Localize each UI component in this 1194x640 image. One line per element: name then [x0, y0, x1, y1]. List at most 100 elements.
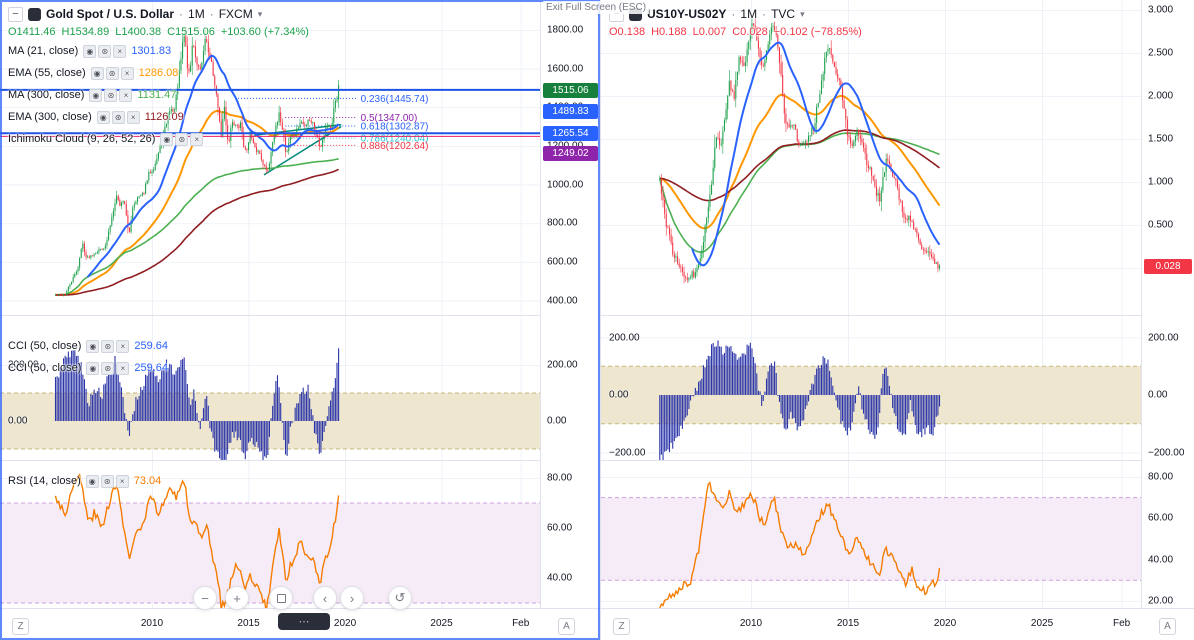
- price-axis[interactable]: 1800.001600.001400.001200.001000.00800.0…: [540, 0, 600, 608]
- zoom-in-button[interactable]: +: [225, 586, 249, 610]
- pane-divider: [0, 315, 600, 316]
- legend-cci: CCI (50, close) ◉ ⊛ × 259.64 CCI (50, close) ◉…: [8, 335, 168, 379]
- indicator-row[interactable]: CCI (50, close) ◉ ⊛ × 259.64: [8, 335, 168, 357]
- time-axis-label: 2015: [836, 618, 860, 629]
- eye-icon[interactable]: ◉: [90, 66, 104, 80]
- indicator-row[interactable]: Ichimoku Cloud (9, 26, 52, 26) ◉ ⊛ ×: [8, 128, 309, 150]
- indicator-buttons: ◉ ⊛ ×: [160, 132, 204, 146]
- reset-scale-button[interactable]: [269, 586, 293, 610]
- candles: [659, 17, 941, 284]
- close-icon[interactable]: ×: [119, 88, 133, 102]
- close-icon[interactable]: ×: [115, 474, 129, 488]
- indicator-label: EMA (55, close): [8, 67, 86, 79]
- cci-histogram: [54, 348, 340, 460]
- scroll-left-button[interactable]: ‹: [313, 586, 337, 610]
- ohlc-row: O1411.46 H1534.89 L1400.38 C1515.06 +103.60 …: [8, 24, 309, 40]
- price-axis-label: 40.00: [1148, 554, 1174, 566]
- time-axis-label: 2025: [1030, 618, 1054, 629]
- reload-button[interactable]: ↺: [388, 586, 412, 610]
- ohlc-o: O0.138: [609, 26, 646, 38]
- eye-icon[interactable]: ◉: [86, 339, 100, 353]
- indicator-row[interactable]: EMA (300, close) ◉ ⊛ × 1126.09: [8, 106, 309, 128]
- eye-icon[interactable]: ◉: [85, 474, 99, 488]
- cci-pane[interactable]: [0, 315, 540, 460]
- settings-icon[interactable]: ⊛: [111, 110, 125, 124]
- main-pane[interactable]: [601, 0, 1141, 315]
- indicator-value: 1301.83: [131, 45, 172, 57]
- cci-left-label: 0.00: [609, 389, 629, 401]
- indicator-row[interactable]: MA (21, close) ◉ ⊛ × 1301.83: [8, 40, 309, 62]
- ohlc-h: H0.188: [651, 26, 687, 38]
- collapse-button[interactable]: −: [8, 6, 23, 22]
- pane-divider: [601, 315, 1194, 316]
- close-icon[interactable]: ×: [126, 110, 140, 124]
- settings-icon[interactable]: ⊛: [104, 88, 118, 102]
- ohlc-change: +103.60 (+7.34%): [220, 26, 309, 38]
- ohlc-l: L0.007: [692, 26, 727, 38]
- scroll-right-button[interactable]: ›: [340, 586, 364, 610]
- settings-icon[interactable]: ⊛: [105, 66, 119, 80]
- symbol-interval[interactable]: 1M: [188, 7, 205, 21]
- rsi-pane[interactable]: [0, 460, 540, 608]
- indicator-value: 259.64: [134, 362, 169, 374]
- ohlc-row: O0.138 H0.188 L0.007 C0.028 −0.102 (−78.85%): [609, 24, 862, 40]
- rsi-line: [659, 481, 941, 608]
- price-axis-label: 200.00: [1148, 332, 1179, 343]
- indicator-buttons: ◉ ⊛ ×: [90, 66, 134, 80]
- indicator-row[interactable]: EMA (55, close) ◉ ⊛ × 1286.08: [8, 62, 309, 84]
- rsi-canvas: [601, 460, 1141, 608]
- maximize-icon: [276, 593, 286, 603]
- chevron-down-icon[interactable]: ▾: [257, 8, 263, 19]
- chart-us10y-us02y[interactable]: 3.0002.5002.0001.5001.0000.5000.000200.0…: [600, 0, 1194, 640]
- close-icon[interactable]: ×: [190, 132, 204, 146]
- price-axis-label: 1000.00: [547, 179, 584, 191]
- settings-icon[interactable]: ⊛: [98, 44, 112, 58]
- ma-21-line: [691, 41, 941, 267]
- fib-label: 0.618(1302.87): [361, 122, 429, 133]
- legend-main: − US10Y-US02Y · 1M · TVC ▾ O0.138 H0.188 L0.007 C0…: [609, 4, 862, 40]
- settings-icon[interactable]: ⊛: [100, 474, 114, 488]
- price-badge: 1249.02: [543, 145, 598, 161]
- time-axis[interactable]: 2010 2015 2020 2025 Feb: [601, 608, 1194, 640]
- close-icon[interactable]: ×: [116, 361, 130, 375]
- ohlc-c: C0.028: [732, 26, 768, 38]
- symbol-interval[interactable]: 1M: [740, 7, 758, 21]
- ohlc-h: H1534.89: [61, 26, 110, 38]
- close-icon[interactable]: ×: [120, 66, 134, 80]
- indicator-row[interactable]: CCI (50, close) ◉ ⊛ × 259.64: [8, 357, 168, 379]
- overlays-under: [659, 93, 941, 253]
- symbol-name: Gold Spot / U.S. Dollar: [46, 7, 175, 21]
- close-icon[interactable]: ×: [113, 44, 127, 58]
- indicator-label: EMA (300, close): [8, 111, 92, 123]
- zoom-out-button[interactable]: −: [193, 586, 217, 610]
- eye-icon[interactable]: ◉: [96, 110, 110, 124]
- price-axis-label: 400.00: [547, 295, 578, 306]
- chevron-down-icon[interactable]: ▾: [800, 8, 805, 19]
- indicator-row[interactable]: RSI (14, close) ◉ ⊛ × 73.04: [8, 470, 161, 492]
- symbol-header: − Gold Spot / U.S. Dollar · 1M · FXCM ▾: [8, 4, 309, 24]
- price-axis-label: 40.00: [547, 572, 573, 584]
- settings-icon[interactable]: ⊛: [101, 361, 115, 375]
- settings-icon[interactable]: ⊛: [175, 132, 189, 146]
- chart-gold-usd[interactable]: 0.236(1445.74) 0.5(1347.00) 0.618(1302.87)…: [0, 0, 600, 640]
- eye-icon[interactable]: ◉: [86, 361, 100, 375]
- grid: [0, 0, 540, 315]
- rsi-pane[interactable]: [601, 460, 1141, 608]
- settings-icon[interactable]: ⊛: [101, 339, 115, 353]
- indicator-row[interactable]: MA (300, close) ◉ ⊛ × 1131.47: [8, 84, 309, 106]
- auto-scale-button[interactable]: A: [558, 618, 575, 635]
- auto-scale-button[interactable]: A: [1159, 618, 1176, 635]
- price-badge: 1489.83: [543, 103, 598, 119]
- separator-dot: ·: [731, 7, 736, 21]
- timezone-button[interactable]: Z: [12, 618, 29, 635]
- eye-icon[interactable]: ◉: [89, 88, 103, 102]
- cci-pane[interactable]: [601, 315, 1141, 460]
- cci-left-label: 200.00: [609, 332, 640, 343]
- cci-band: [0, 393, 540, 449]
- separator-dot: ·: [209, 7, 214, 21]
- close-icon[interactable]: ×: [116, 339, 130, 353]
- eye-icon[interactable]: ◉: [160, 132, 174, 146]
- eye-icon[interactable]: ◉: [83, 44, 97, 58]
- timezone-button[interactable]: Z: [613, 618, 630, 635]
- price-axis[interactable]: 3.0002.5002.0001.5001.0000.5000.000200.0…: [1141, 0, 1194, 608]
